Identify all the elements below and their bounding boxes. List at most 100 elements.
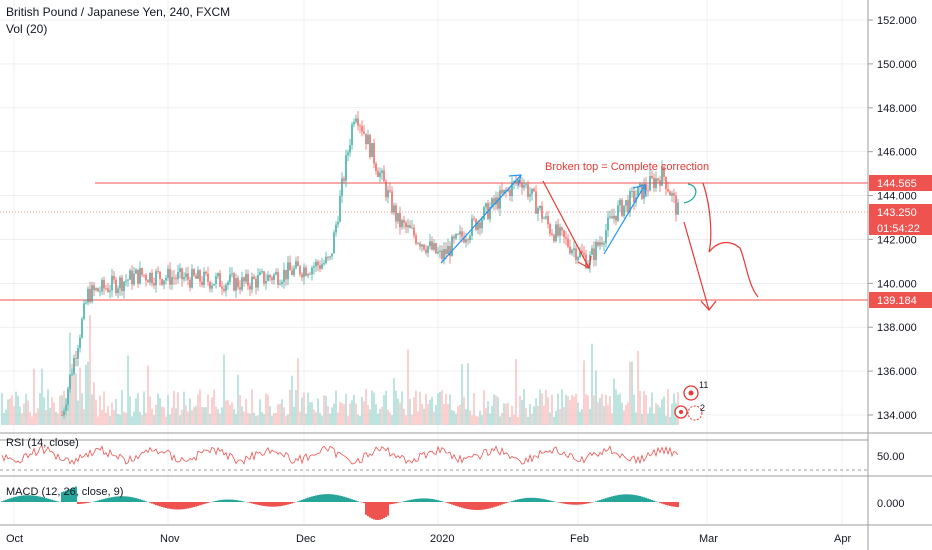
candle-body bbox=[257, 274, 259, 288]
grid bbox=[0, 0, 868, 525]
volume-bar bbox=[105, 412, 107, 425]
volume-bar bbox=[83, 409, 85, 425]
badge-level-bottom[interactable]: 139.184 bbox=[869, 292, 932, 308]
volume-bar bbox=[265, 393, 267, 425]
candle-body bbox=[501, 190, 503, 194]
candle-body bbox=[535, 191, 537, 214]
volume-bar bbox=[345, 393, 347, 425]
macd-bar bbox=[231, 499, 233, 502]
candle-body bbox=[373, 143, 375, 164]
macd-bar bbox=[237, 500, 239, 502]
candle-body bbox=[523, 185, 525, 188]
volume-bar bbox=[437, 393, 439, 425]
macd-bar bbox=[217, 500, 219, 502]
candle-body bbox=[65, 404, 67, 411]
candle-body bbox=[401, 220, 403, 228]
up-arrow-1[interactable] bbox=[440, 174, 522, 264]
candle-body bbox=[481, 219, 483, 229]
volume-bar bbox=[409, 398, 411, 425]
macd-bar bbox=[283, 502, 285, 506]
volume-bar bbox=[559, 408, 561, 425]
candle-body bbox=[95, 288, 97, 290]
candle-body bbox=[369, 134, 371, 158]
candle-body bbox=[411, 227, 413, 229]
candle-body bbox=[427, 246, 429, 253]
volume-bar bbox=[541, 393, 543, 425]
candle-body bbox=[193, 269, 195, 276]
volume-bar bbox=[551, 394, 553, 425]
candle-body bbox=[477, 222, 479, 230]
volume-bar bbox=[269, 406, 271, 425]
macd-bar bbox=[639, 496, 641, 502]
volume-bars bbox=[1, 315, 679, 425]
candle-body bbox=[325, 256, 327, 264]
ideas-icon[interactable]: 2 bbox=[674, 403, 705, 421]
volume-bar bbox=[615, 389, 617, 425]
candle-body bbox=[577, 257, 579, 261]
volume-bar bbox=[543, 405, 545, 425]
candle-body bbox=[665, 176, 667, 190]
candle-body bbox=[339, 195, 341, 222]
candle-body bbox=[439, 250, 441, 252]
down-arrow-1[interactable] bbox=[542, 180, 590, 269]
volume-bar bbox=[263, 413, 265, 425]
price-axis[interactable]: 152.000 150.000 148.000 146.000 144.000 142.0… bbox=[868, 15, 917, 422]
candle-body bbox=[479, 222, 481, 229]
macd-bar bbox=[101, 499, 103, 502]
macd-bar bbox=[121, 496, 123, 502]
badge-current-price-text: 143.250 bbox=[877, 207, 917, 219]
projection-path[interactable] bbox=[702, 182, 759, 298]
volume-bar bbox=[529, 403, 531, 425]
macd-bar bbox=[39, 496, 41, 502]
candle-body bbox=[673, 193, 675, 196]
candle-body bbox=[111, 275, 113, 291]
candle-body bbox=[221, 286, 223, 289]
candle-body bbox=[229, 274, 231, 283]
alerts-icon[interactable]: 11 bbox=[683, 380, 708, 401]
macd-bar bbox=[447, 502, 449, 504]
candle-body bbox=[375, 163, 377, 172]
down-arrow-2[interactable] bbox=[683, 221, 710, 311]
candle-body bbox=[69, 374, 71, 389]
candle-body bbox=[611, 216, 613, 219]
macd-bar bbox=[609, 496, 611, 502]
up-arrow-2[interactable] bbox=[603, 184, 646, 255]
volume-bar bbox=[93, 382, 95, 425]
macd-bar bbox=[493, 502, 495, 508]
candle-body bbox=[461, 231, 463, 237]
candle-body bbox=[71, 373, 73, 375]
time-axis[interactable]: Oct Nov Dec 2020 Feb Mar Apr bbox=[6, 533, 851, 545]
candle-body bbox=[329, 256, 331, 258]
badge-level-top[interactable]: 144.565 bbox=[869, 175, 932, 191]
volume-bar bbox=[631, 361, 633, 425]
badge-current-price[interactable]: 143.250 bbox=[869, 204, 932, 220]
drawing-arrows[interactable] bbox=[440, 174, 759, 311]
arc-curl[interactable] bbox=[683, 183, 697, 204]
macd-bar bbox=[533, 497, 535, 502]
volume-bar bbox=[7, 399, 9, 425]
macd-bar bbox=[429, 498, 431, 502]
volume-bar bbox=[379, 408, 381, 425]
time-tick-label: Oct bbox=[6, 533, 23, 545]
volume-bar bbox=[221, 407, 223, 425]
candle-body bbox=[121, 277, 123, 292]
volume-bar bbox=[141, 415, 143, 425]
volume-bar bbox=[135, 398, 137, 425]
volume-bar bbox=[129, 396, 131, 425]
volume-bar bbox=[439, 391, 441, 425]
macd-bar bbox=[107, 497, 109, 502]
volume-bar bbox=[185, 405, 187, 425]
volume-bar bbox=[401, 391, 403, 425]
candle-body bbox=[305, 267, 307, 276]
candle-body bbox=[543, 218, 545, 220]
candle-body bbox=[131, 270, 133, 285]
candle-body bbox=[599, 242, 601, 246]
volume-bar bbox=[503, 403, 505, 425]
annotation-text[interactable]: Broken top = Complete correction bbox=[545, 161, 709, 173]
candle-body bbox=[395, 205, 397, 222]
volume-bar bbox=[159, 398, 161, 425]
candle-body bbox=[571, 249, 573, 254]
down-arrow-2-head bbox=[700, 300, 717, 311]
candle-body bbox=[77, 348, 79, 359]
candle-body bbox=[345, 155, 347, 181]
